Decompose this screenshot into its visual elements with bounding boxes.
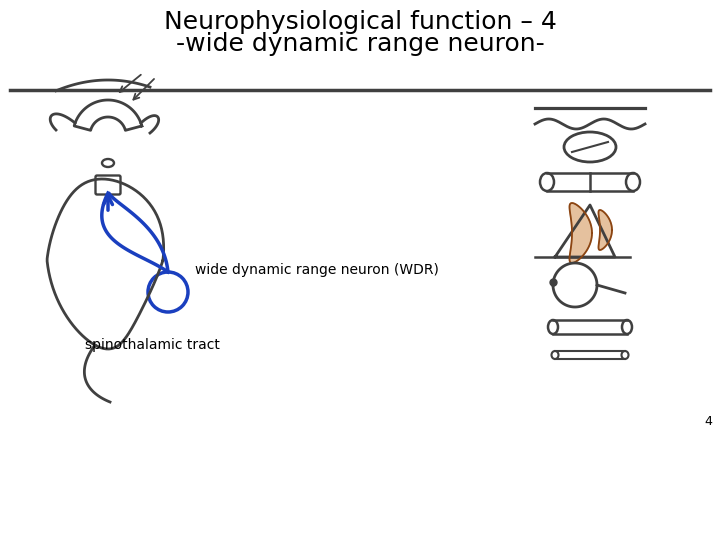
Text: wide dynamic range neuron (WDR): wide dynamic range neuron (WDR)	[195, 263, 439, 277]
Text: Neurophysiological function – 4: Neurophysiological function – 4	[163, 10, 557, 34]
Text: -wide dynamic range neuron-: -wide dynamic range neuron-	[176, 32, 544, 56]
Ellipse shape	[552, 351, 559, 359]
Ellipse shape	[626, 173, 640, 191]
Polygon shape	[570, 203, 592, 263]
Ellipse shape	[564, 132, 616, 162]
Ellipse shape	[548, 320, 558, 334]
Ellipse shape	[621, 351, 629, 359]
Text: 4: 4	[704, 415, 712, 428]
Ellipse shape	[102, 159, 114, 167]
Circle shape	[148, 272, 188, 312]
FancyBboxPatch shape	[96, 176, 120, 194]
Polygon shape	[598, 210, 612, 250]
Ellipse shape	[622, 320, 632, 334]
Text: spinothalamic tract: spinothalamic tract	[85, 338, 220, 352]
Ellipse shape	[540, 173, 554, 191]
